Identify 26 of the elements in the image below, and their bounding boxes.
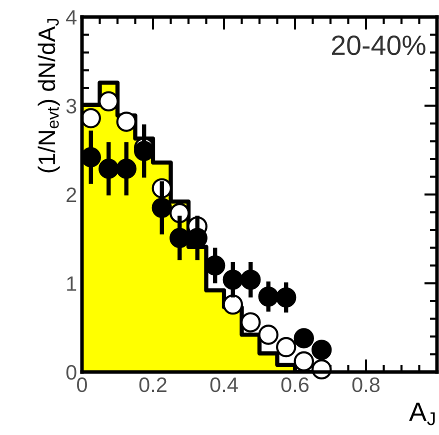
y-tick-label: 1 <box>67 276 76 291</box>
x-tick-label: 0.4 <box>210 377 238 392</box>
y-axis-title: (1/N$_{evt}$) dN/dA$_{J}$ <box>38 18 60 172</box>
annotation: 20-40% <box>332 35 426 56</box>
point <box>222 270 243 290</box>
y-tick-label: 0 <box>66 365 76 380</box>
point <box>258 286 278 307</box>
y-tick-label: 2 <box>66 188 76 202</box>
y-tick-label: 3 <box>66 98 76 114</box>
point <box>294 328 314 348</box>
point <box>222 294 243 315</box>
x-axis-title: A$_{J}$ <box>409 402 435 426</box>
point <box>312 340 332 360</box>
x-tick-label: 0.2 <box>139 377 166 392</box>
x-tick-label: 0.8 <box>352 377 380 392</box>
point <box>98 158 119 179</box>
point <box>276 287 296 308</box>
point <box>152 198 172 218</box>
x-tick-label: 0 <box>77 377 87 392</box>
point <box>134 140 154 162</box>
point <box>98 91 119 112</box>
y-tick-label: 4 <box>66 10 77 25</box>
point <box>116 112 136 132</box>
point <box>116 158 136 179</box>
point <box>240 270 261 290</box>
x-tick-label: 0.6 <box>281 377 309 392</box>
